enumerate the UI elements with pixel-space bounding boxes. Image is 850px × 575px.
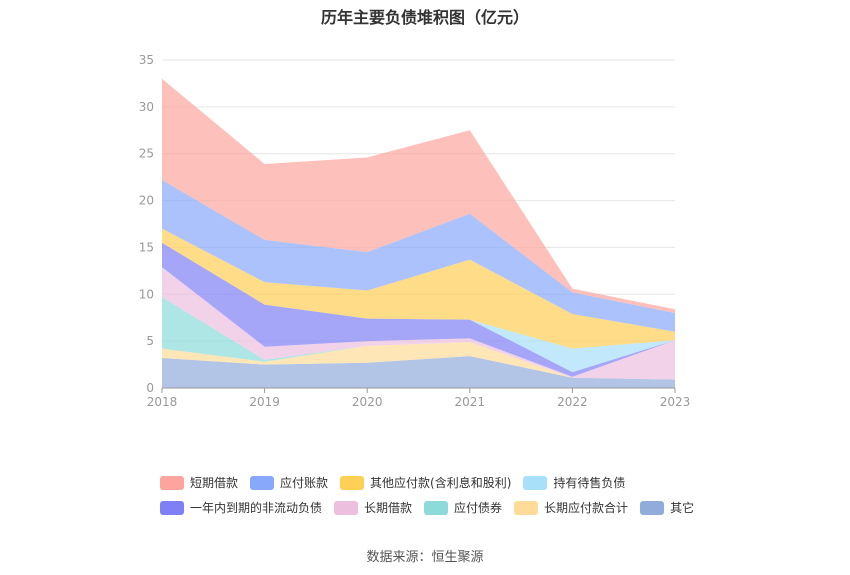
x-tick-label: 2018	[147, 395, 178, 409]
legend-item[interactable]: 应付账款	[250, 474, 328, 491]
y-tick-label: 10	[139, 287, 154, 301]
legend-item[interactable]: 其它	[640, 499, 694, 516]
y-tick-label: 30	[139, 100, 154, 114]
legend-swatch	[250, 476, 274, 490]
legend-row: 一年内到期的非流动负债 长期借款 应付债券 长期应付款合计 其它	[160, 495, 720, 520]
x-tick-label: 2019	[249, 395, 280, 409]
y-tick-label: 25	[139, 147, 154, 161]
legend-item[interactable]: 短期借款	[160, 474, 238, 491]
legend-label: 应付账款	[280, 474, 328, 491]
y-tick-label: 20	[139, 194, 154, 208]
legend-swatch	[334, 501, 358, 515]
legend-swatch	[514, 501, 538, 515]
legend-item[interactable]: 长期借款	[334, 499, 412, 516]
legend-label: 短期借款	[190, 474, 238, 491]
x-tick-label: 2020	[352, 395, 383, 409]
x-tick-label: 2021	[455, 395, 486, 409]
legend-item[interactable]: 应付债券	[424, 499, 502, 516]
x-tick-label: 2022	[557, 395, 588, 409]
y-tick-label: 0	[146, 381, 154, 395]
legend-swatch	[160, 476, 184, 490]
chart-plot: 0 5 10 15 20 25 30 35 2018 2019 2020 2021 2022 2023	[0, 0, 850, 470]
y-tick-label: 35	[139, 53, 154, 67]
legend-label: 其它	[670, 499, 694, 516]
x-tick-label: 2023	[660, 395, 691, 409]
legend-item[interactable]: 持有待售负债	[523, 474, 625, 491]
legend-label: 持有待售负债	[553, 474, 625, 491]
legend-item[interactable]: 长期应付款合计	[514, 499, 628, 516]
legend-label: 一年内到期的非流动负债	[190, 499, 322, 516]
legend-label: 长期应付款合计	[544, 499, 628, 516]
legend-swatch	[523, 476, 547, 490]
legend-label: 其他应付款(含利息和股利)	[370, 474, 511, 491]
chart-legend: 短期借款 应付账款 其他应付款(含利息和股利) 持有待售负债一年内到期的非流动负债 长期…	[160, 470, 720, 520]
legend-label: 长期借款	[364, 499, 412, 516]
legend-item[interactable]: 一年内到期的非流动负债	[160, 499, 322, 516]
legend-item[interactable]: 其他应付款(含利息和股利)	[340, 474, 511, 491]
legend-label: 应付债券	[454, 499, 502, 516]
y-tick-label: 5	[146, 334, 154, 348]
data-source: 数据来源：恒生聚源	[0, 546, 850, 565]
legend-row: 短期借款 应付账款 其他应付款(含利息和股利) 持有待售负债	[160, 470, 720, 495]
legend-swatch	[424, 501, 448, 515]
legend-swatch	[340, 476, 364, 490]
legend-swatch	[640, 501, 664, 515]
y-tick-label: 15	[139, 240, 154, 254]
legend-swatch	[160, 501, 184, 515]
